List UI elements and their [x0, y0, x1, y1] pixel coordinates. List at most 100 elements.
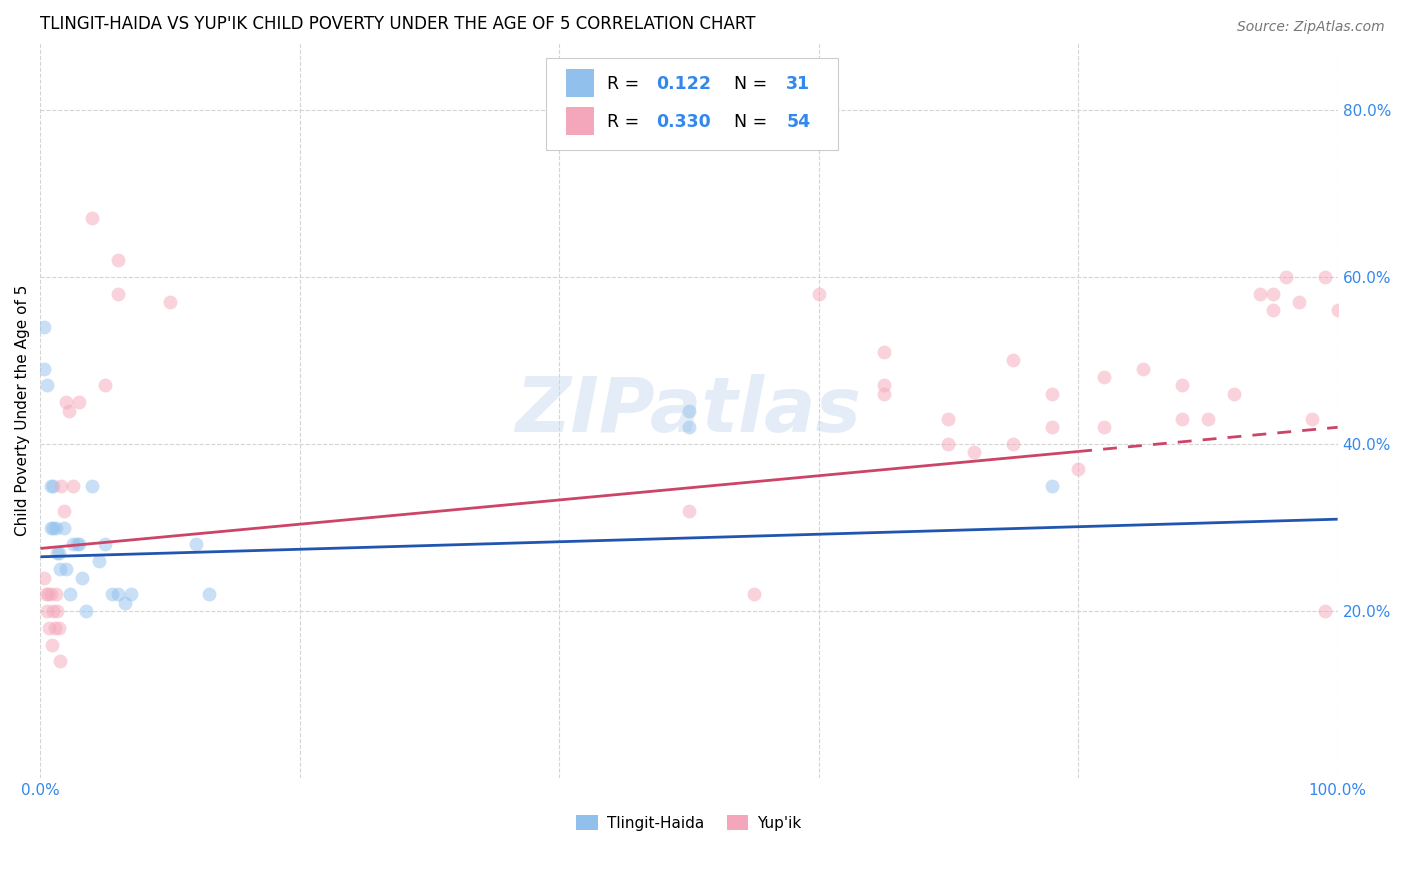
Point: [1171, 412, 1194, 426]
Point: [94, 537, 117, 551]
FancyBboxPatch shape: [565, 69, 595, 97]
Text: 31: 31: [786, 75, 810, 93]
Point: [184, 537, 207, 551]
Text: ZIPatlas: ZIPatlas: [516, 374, 862, 448]
Point: [938, 412, 960, 426]
Point: [45, 587, 67, 601]
Text: N =: N =: [734, 112, 768, 131]
Point: [55, 395, 77, 409]
Point: [938, 437, 960, 451]
Text: R =: R =: [607, 75, 640, 93]
Point: [34, 587, 56, 601]
Point: [48, 621, 70, 635]
Point: [1040, 479, 1063, 493]
Point: [1171, 378, 1194, 392]
Point: [1092, 370, 1115, 384]
Text: Source: ZipAtlas.com: Source: ZipAtlas.com: [1237, 20, 1385, 34]
Point: [49, 654, 72, 668]
Point: [1067, 462, 1090, 476]
FancyBboxPatch shape: [547, 58, 838, 150]
Point: [59, 587, 82, 601]
Point: [1002, 437, 1025, 451]
Point: [51, 479, 73, 493]
Point: [39, 520, 62, 534]
Point: [1197, 412, 1219, 426]
Point: [45, 520, 67, 534]
Point: [1274, 269, 1296, 284]
Point: [100, 587, 122, 601]
Point: [82, 211, 104, 226]
Point: [46, 546, 69, 560]
Point: [159, 294, 181, 309]
Point: [198, 587, 221, 601]
Text: 0.330: 0.330: [657, 112, 711, 131]
Point: [35, 604, 58, 618]
Point: [62, 479, 84, 493]
Point: [94, 378, 117, 392]
Point: [1132, 361, 1154, 376]
Point: [678, 420, 700, 434]
Point: [44, 621, 66, 635]
Point: [52, 504, 75, 518]
Point: [120, 587, 142, 601]
Point: [48, 546, 70, 560]
Point: [114, 596, 136, 610]
Point: [1261, 303, 1284, 318]
Point: [807, 286, 830, 301]
Point: [42, 604, 65, 618]
Point: [872, 387, 894, 401]
Point: [37, 587, 59, 601]
Point: [62, 537, 84, 551]
Point: [38, 621, 60, 635]
Point: [1301, 412, 1323, 426]
Point: [678, 504, 700, 518]
Point: [107, 286, 129, 301]
Point: [55, 562, 77, 576]
Point: [41, 638, 63, 652]
Point: [42, 520, 65, 534]
Text: N =: N =: [734, 75, 768, 93]
Point: [678, 403, 700, 417]
Point: [1313, 269, 1336, 284]
Point: [1313, 604, 1336, 618]
FancyBboxPatch shape: [565, 107, 595, 135]
Point: [872, 345, 894, 359]
Point: [58, 403, 80, 417]
Point: [39, 587, 62, 601]
Point: [1092, 420, 1115, 434]
Point: [1040, 420, 1063, 434]
Point: [67, 537, 90, 551]
Point: [107, 587, 129, 601]
Text: TLINGIT-HAIDA VS YUP'IK CHILD POVERTY UNDER THE AGE OF 5 CORRELATION CHART: TLINGIT-HAIDA VS YUP'IK CHILD POVERTY UN…: [41, 15, 756, 33]
Point: [70, 571, 93, 585]
Text: R =: R =: [607, 112, 640, 131]
Point: [34, 320, 56, 334]
Point: [52, 520, 75, 534]
Point: [1249, 286, 1271, 301]
Point: [42, 479, 65, 493]
Point: [82, 479, 104, 493]
Point: [34, 361, 56, 376]
Point: [75, 604, 97, 618]
Point: [49, 562, 72, 576]
Y-axis label: Child Poverty Under the Age of 5: Child Poverty Under the Age of 5: [15, 285, 30, 536]
Legend: Tlingit-Haida, Yup'ik: Tlingit-Haida, Yup'ik: [571, 809, 808, 837]
Point: [742, 587, 765, 601]
Point: [872, 378, 894, 392]
Point: [1223, 387, 1246, 401]
Point: [34, 571, 56, 585]
Point: [35, 378, 58, 392]
Text: 54: 54: [786, 112, 810, 131]
Point: [1040, 387, 1063, 401]
Point: [1002, 353, 1025, 368]
Point: [46, 604, 69, 618]
Point: [67, 395, 90, 409]
Point: [963, 445, 986, 459]
Point: [87, 554, 110, 568]
Point: [66, 537, 89, 551]
Point: [39, 479, 62, 493]
Point: [1288, 294, 1310, 309]
Text: 0.122: 0.122: [657, 75, 711, 93]
Point: [1261, 286, 1284, 301]
Point: [1326, 303, 1348, 318]
